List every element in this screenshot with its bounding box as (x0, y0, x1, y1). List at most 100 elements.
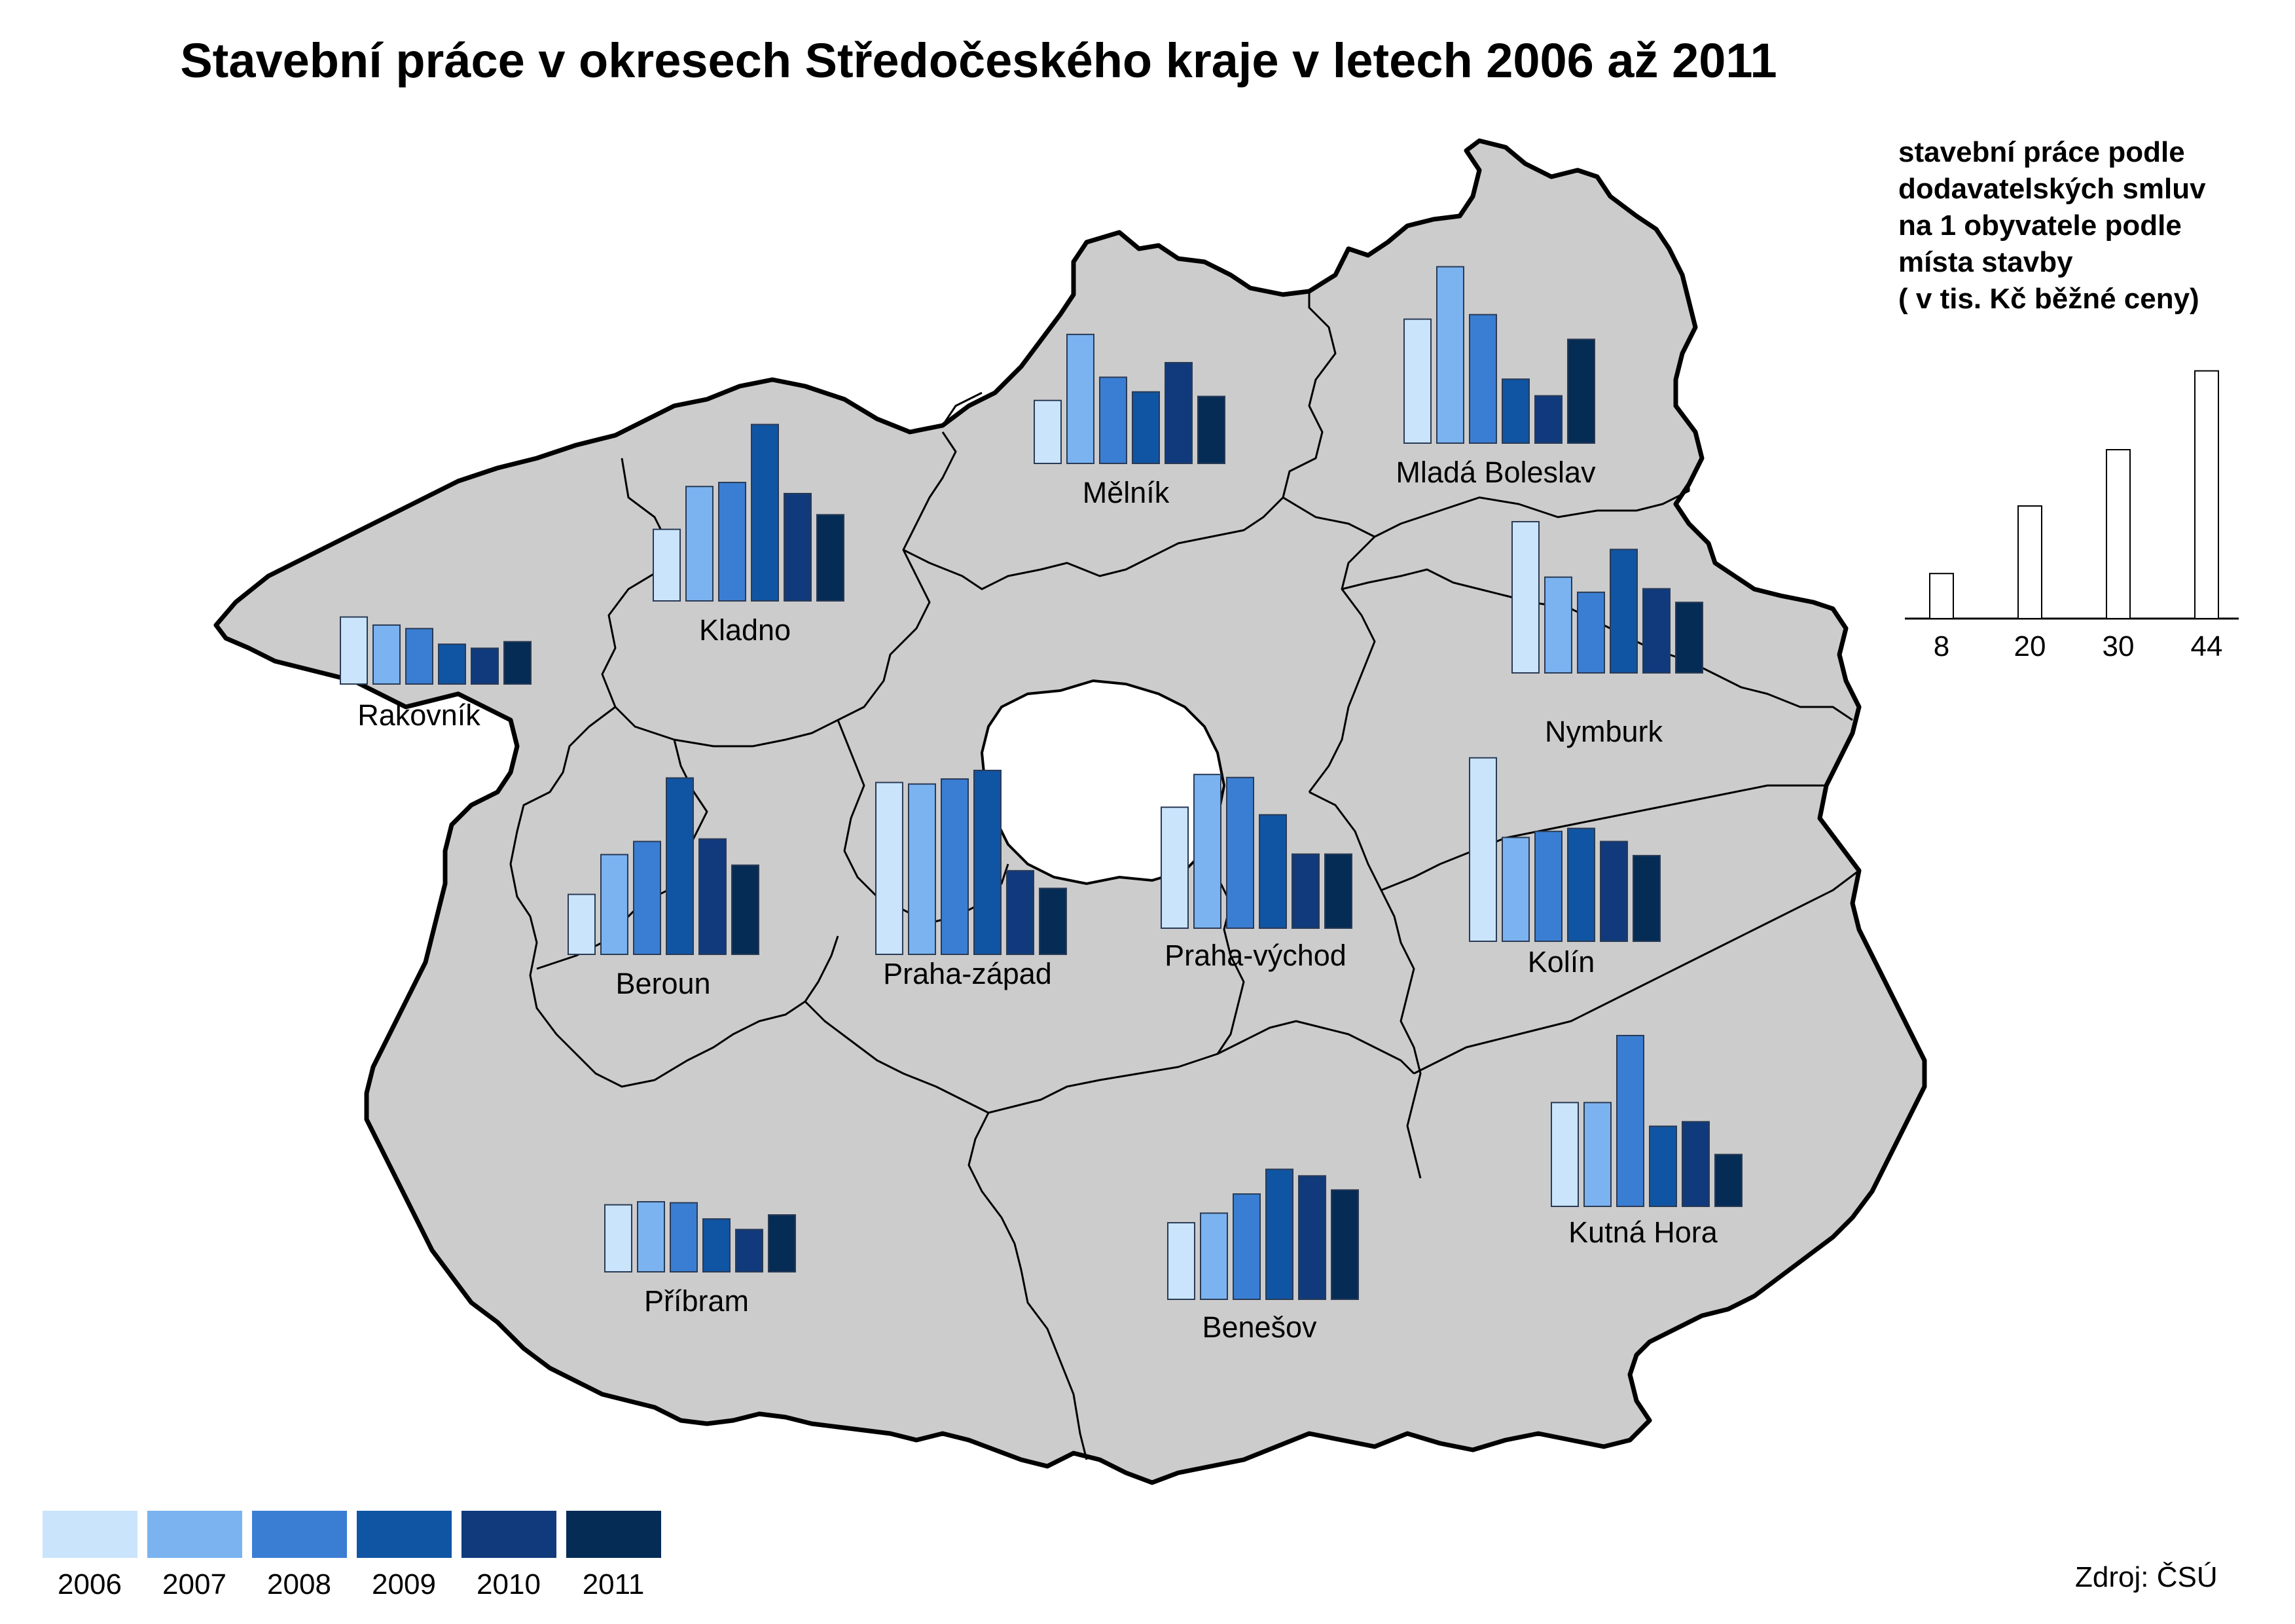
bar (637, 1200, 665, 1272)
bar (1642, 588, 1671, 674)
scale-value-label: 20 (2014, 630, 2046, 662)
bar (405, 628, 433, 685)
bar (1167, 1221, 1195, 1300)
year-legend: 2006 2007 2008 2009 2010 2011 (43, 1511, 661, 1600)
bar (1403, 318, 1432, 444)
scale-bar (2017, 505, 2042, 619)
bar (340, 616, 368, 685)
bar (1577, 591, 1605, 674)
bar (1226, 776, 1254, 929)
bar (372, 624, 401, 685)
bar (1193, 774, 1221, 929)
scale-bar (2194, 370, 2219, 619)
bar (973, 769, 1002, 955)
scale-value-label: 44 (2191, 630, 2223, 662)
district-label: Kladno (699, 613, 791, 647)
bar (1551, 1102, 1579, 1207)
district-chart: Mladá Boleslav (1396, 266, 1596, 489)
legend-year-label: 2008 (267, 1568, 331, 1600)
scale-value-label: 8 (1934, 630, 1949, 662)
bar (908, 783, 936, 955)
bar (1265, 1168, 1293, 1300)
legend-swatch (43, 1511, 137, 1558)
bar (941, 778, 969, 956)
bar (875, 782, 903, 956)
bar (1682, 1121, 1710, 1208)
scale-legend: 8 20 30 44 (1905, 370, 2239, 662)
legend-swatch (461, 1511, 556, 1558)
bar (1534, 395, 1563, 444)
district-charts: Rakovník Kladno Mělník Mladá Boleslav Nymbur… (340, 266, 1743, 1344)
district-chart: Praha-západ (875, 769, 1067, 990)
district-label: Kolín (1528, 945, 1595, 979)
district-chart: Kolín (1469, 757, 1661, 979)
district-label: Beroun (615, 967, 710, 1000)
bar (633, 840, 661, 956)
bar (768, 1214, 796, 1272)
legend-swatch (252, 1511, 347, 1558)
bar (1583, 1102, 1612, 1207)
bar (1298, 1175, 1326, 1300)
bar (1034, 399, 1062, 464)
bar (1006, 870, 1034, 956)
legend-year-label: 2011 (583, 1568, 645, 1600)
bar (1259, 814, 1287, 929)
bar (1436, 266, 1464, 444)
bar (1469, 757, 1497, 942)
district-label: Mělník (1083, 476, 1170, 509)
bar (670, 1202, 698, 1273)
legend-year-label: 2007 (162, 1568, 226, 1600)
district-label: Nymburk (1545, 715, 1663, 748)
bar (1649, 1125, 1677, 1207)
bar (1161, 806, 1189, 929)
bar (503, 641, 532, 685)
legend-swatch (566, 1511, 661, 1558)
bar (1567, 338, 1595, 444)
district-label: Praha-východ (1165, 939, 1346, 972)
district-chart: Beroun (568, 777, 759, 1000)
bar (816, 514, 844, 602)
bar (1567, 827, 1595, 943)
legend-year-label: 2009 (372, 1568, 436, 1600)
bar (438, 643, 466, 685)
district-chart: Kladno (653, 424, 844, 647)
bar (1066, 333, 1094, 464)
scale-bar (1929, 573, 1954, 620)
bar (1292, 853, 1320, 929)
district-chart: Příbram (604, 1200, 796, 1318)
district-chart: Rakovník (340, 616, 532, 732)
bar (666, 777, 694, 955)
district-chart: Benešov (1167, 1168, 1359, 1344)
bar (1675, 602, 1703, 674)
bar (1544, 576, 1572, 674)
bar (568, 893, 596, 955)
bar (1633, 855, 1661, 942)
bar (1714, 1153, 1743, 1207)
district-chart: Kutná Hora (1551, 1034, 1743, 1249)
legend-year-label: 2006 (58, 1568, 122, 1600)
scale-legend-title: stavební práce podle dodavatelských smlu… (1898, 136, 2206, 315)
map-title: Stavební práce v okresech Středočeského … (180, 33, 1777, 88)
district-label: Praha-západ (883, 957, 1052, 990)
bar (698, 838, 727, 956)
district-chart: Mělník (1034, 333, 1225, 509)
bar (751, 424, 779, 602)
bar (1132, 391, 1160, 464)
bar (1534, 831, 1563, 943)
bar (784, 492, 812, 602)
bar (1610, 549, 1638, 674)
bar (1039, 888, 1067, 956)
bar (1165, 362, 1193, 464)
bar (702, 1218, 731, 1273)
legend-swatch (147, 1511, 242, 1558)
bar (1233, 1193, 1261, 1300)
bar (600, 854, 628, 956)
bar (1469, 314, 1497, 444)
bar (471, 647, 499, 685)
bar (731, 864, 759, 955)
bar (1324, 853, 1352, 929)
bar (735, 1229, 763, 1272)
bar (718, 482, 746, 602)
bar (604, 1204, 632, 1272)
